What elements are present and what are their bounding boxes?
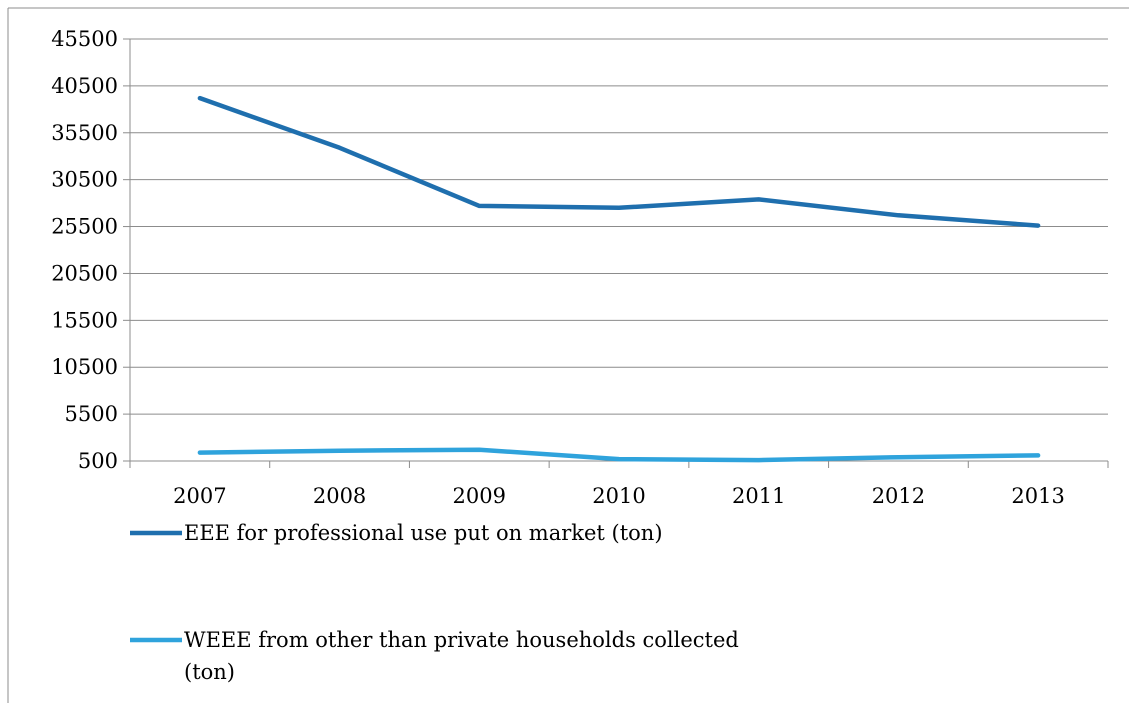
y-tick-label: 5500 — [65, 402, 118, 426]
series-lines — [197, 95, 1041, 463]
y-tick-label: 25500 — [51, 215, 118, 239]
axes — [7, 7, 1129, 703]
y-tick-label: 40500 — [51, 74, 118, 98]
x-tick-label: 2008 — [313, 484, 366, 508]
y-tick-label: 500 — [78, 449, 118, 473]
x-tick-label: 2011 — [732, 484, 785, 508]
legend-entry-1: EEE for professional use put on market (… — [130, 521, 663, 545]
y-tick-label: 20500 — [51, 261, 118, 285]
x-tick-label: 2009 — [453, 484, 506, 508]
y-tick-label: 10500 — [51, 355, 118, 379]
y-tick-label: 30500 — [51, 168, 118, 192]
legend-label: EEE for professional use put on market (… — [184, 521, 663, 545]
gridlines — [130, 38, 1108, 415]
y-tick-label: 15500 — [51, 308, 118, 332]
x-tick-label: 2010 — [592, 484, 645, 508]
x-tick-label: 2007 — [173, 484, 226, 508]
x-tick-label: 2012 — [872, 484, 925, 508]
y-tick-label: 45500 — [51, 27, 118, 51]
y-tick-label: 35500 — [51, 121, 118, 145]
x-tick-label: 2013 — [1011, 484, 1064, 508]
series-line-2 — [197, 447, 1041, 463]
legend: EEE for professional use put on market (… — [130, 521, 739, 684]
legend-label: WEEE from other than private households … — [184, 628, 739, 652]
series-line-1 — [197, 95, 1041, 228]
y-axis-tick-labels: 500 5500 10500 15500 20500 25500 30500 35500 405… — [51, 27, 118, 473]
legend-entry-2: WEEE from other than private households … — [130, 628, 739, 684]
legend-label: (ton) — [184, 660, 235, 684]
x-axis-tick-labels: 2007 2008 2009 2010 2011 2012 2013 — [173, 484, 1065, 508]
